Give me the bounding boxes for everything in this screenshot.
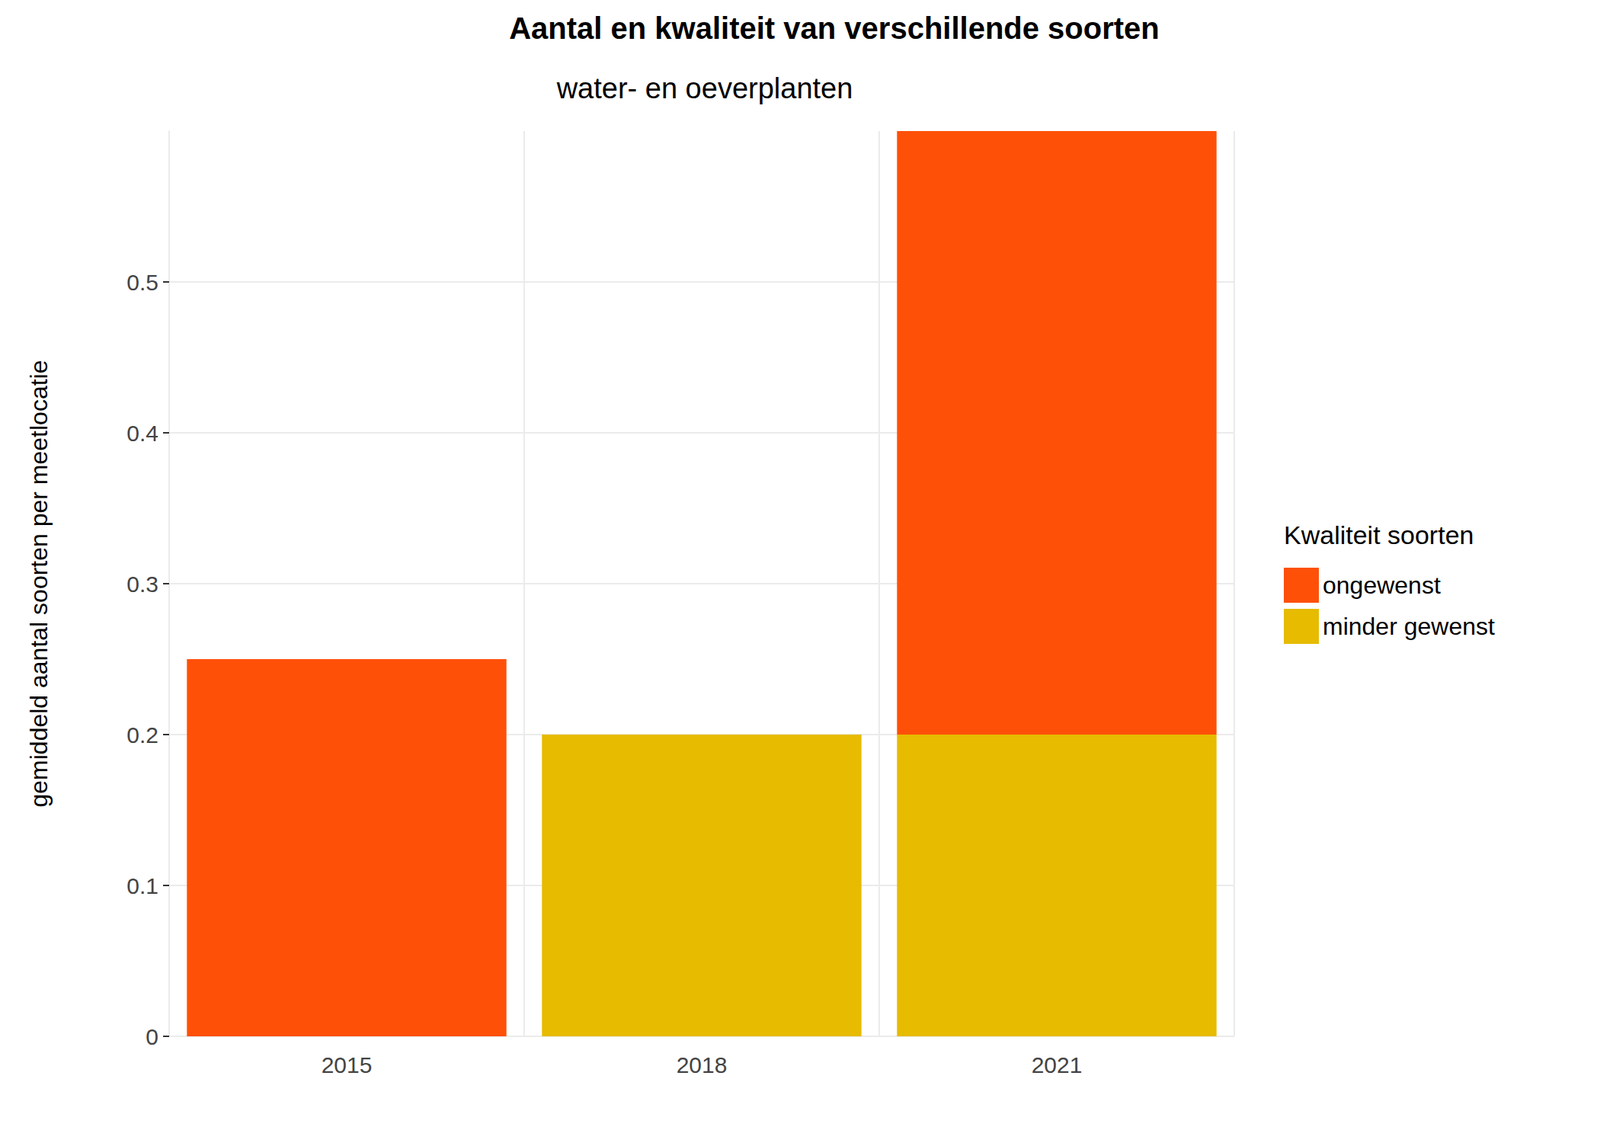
svg-text:0.4: 0.4 xyxy=(126,420,159,446)
svg-text:2015: 2015 xyxy=(321,1052,373,1078)
svg-text:water- en oeverplanten: water- en oeverplanten xyxy=(556,72,854,105)
svg-text:0: 0 xyxy=(145,1024,159,1050)
svg-text:gemiddeld aantal soorten per m: gemiddeld aantal soorten per meetlocatie xyxy=(25,359,53,807)
svg-text:ongewenst: ongewenst xyxy=(1322,571,1441,599)
svg-text:Kwaliteit soorten: Kwaliteit soorten xyxy=(1283,520,1474,550)
svg-text:0.2: 0.2 xyxy=(126,722,159,748)
svg-text:minder gewenst: minder gewenst xyxy=(1322,612,1495,640)
svg-text:0.5: 0.5 xyxy=(126,269,159,295)
svg-text:Aantal en kwaliteit van versch: Aantal en kwaliteit van verschillende so… xyxy=(508,11,1160,45)
svg-text:2018: 2018 xyxy=(676,1052,728,1078)
svg-text:0.3: 0.3 xyxy=(126,571,159,597)
svg-text:2021: 2021 xyxy=(1031,1052,1083,1078)
svg-text:0.1: 0.1 xyxy=(126,873,159,899)
